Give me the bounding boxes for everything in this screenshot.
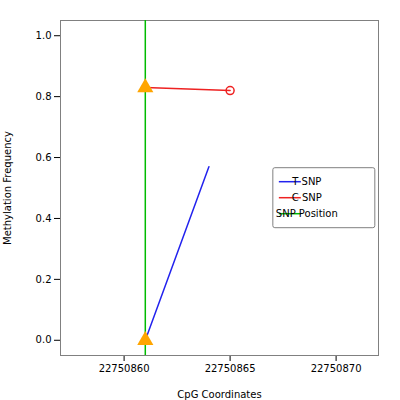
- svg-text:22750860: 22750860: [99, 363, 150, 374]
- svg-text:22750870: 22750870: [311, 363, 362, 374]
- svg-text:0.6: 0.6: [36, 152, 52, 163]
- svg-text:0.8: 0.8: [36, 91, 52, 102]
- svg-text:22750865: 22750865: [205, 363, 256, 374]
- svg-text:1.0: 1.0: [36, 30, 52, 41]
- svg-text:0.4: 0.4: [36, 213, 52, 224]
- svg-text:CpG Coordinates: CpG Coordinates: [177, 389, 261, 400]
- svg-text:SNP Position: SNP Position: [276, 208, 338, 219]
- svg-text:Methylation Frequency: Methylation Frequency: [2, 131, 13, 245]
- svg-text:0.2: 0.2: [36, 274, 52, 285]
- svg-text:0.0: 0.0: [36, 334, 52, 345]
- svg-text:C SNP: C SNP: [292, 192, 322, 203]
- svg-text:T SNP: T SNP: [291, 176, 321, 187]
